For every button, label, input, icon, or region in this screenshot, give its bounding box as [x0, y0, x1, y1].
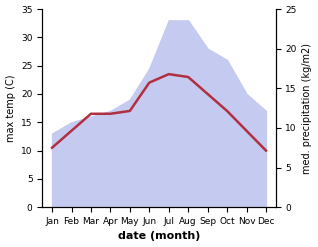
X-axis label: date (month): date (month) — [118, 231, 200, 242]
Y-axis label: med. precipitation (kg/m2): med. precipitation (kg/m2) — [302, 43, 313, 174]
Y-axis label: max temp (C): max temp (C) — [5, 74, 16, 142]
